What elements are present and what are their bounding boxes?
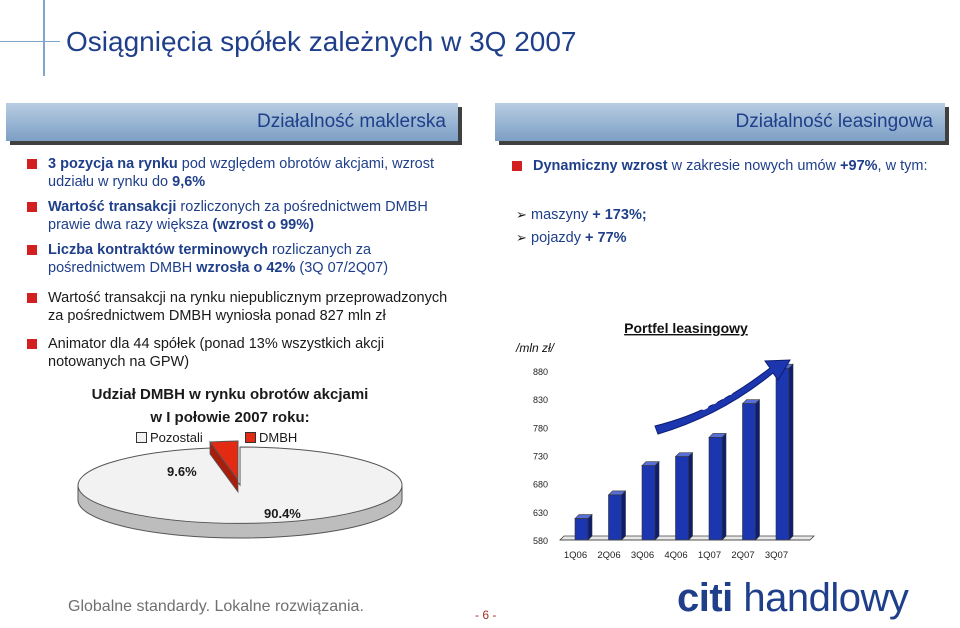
brokerage-bullet: Wartość transakcji rozliczonych za pośre… [27,198,457,234]
bullet-text-segment: Liczba kontraktów terminowych [48,242,268,258]
page-title: Osiągnięcia spółek zależnych w 3Q 2007 [66,26,577,57]
bullet-text-segment: +97% [840,158,878,174]
leasing-banner: Działalność leasingowa [495,103,945,141]
pie-slice-others [77,446,403,524]
brokerage-plain-bullet: Animator dla 44 spółek (ponad 13% wszyst… [27,335,457,371]
bullet-text-segment: wzrosła o 42% [196,260,296,276]
bullet-text-segment: 9,6% [172,174,206,190]
decorative-horizontal-line [0,41,60,42]
brokerage-bullet: Liczba kontraktów terminowych rozliczany… [27,241,457,277]
leasing-sub-item: ➢ pojazdy + 77% [516,230,647,246]
brokerage-plain-bullet: Wartość transakcji na rynku niepubliczny… [27,289,457,325]
bullet-text-segment: (wzrost o 99%) [212,217,314,233]
leasing-sub-item: ➢ maszyny + 173%; [516,207,647,223]
legend-item-dmbh: DMBH [245,430,297,445]
bullet-square-icon [27,202,37,212]
sub-item-value: + 173%; [592,207,647,223]
pie-label-others: 90.4% [264,506,301,521]
bullet-text-segment: Wartość transakcji [48,199,177,215]
brokerage-bullet-list: 3 pozycja na rynku pod względem obrotów … [27,155,457,284]
bullet-square-icon [27,245,37,255]
bullet-square-icon [27,159,37,169]
bullet-text-segment: Dynamiczny wzrost [533,158,668,174]
legend-label-others: Pozostali [150,430,203,445]
legend-swatch-others [136,432,147,443]
bullet-text: Wartość transakcji na rynku niepubliczny… [48,290,448,324]
bullet-square-icon [27,293,37,303]
brokerage-banner: Działalność maklerska [6,103,458,141]
brokerage-bullet: 3 pozycja na rynku pod względem obrotów … [27,155,457,191]
bullet-text-segment: rozliczanych za pośrednictwem DMBH [48,242,372,276]
sub-item-label: maszyny [531,207,593,223]
bullet-text-segment: , w tym: [877,158,928,174]
bullet-text-segment: 3 pozycja na rynku [48,156,178,172]
pie-chart-title: Udział DMBH w rynku obrotów akcjami w I … [91,386,369,426]
legend-item-others: Pozostali [136,430,203,445]
bullet-square-icon [512,161,522,171]
legend-swatch-dmbh [245,432,256,443]
pie-slice-dmbh [209,440,239,482]
leasing-bullet-list: Dynamiczny wzrost w zakresie nowych umów… [512,157,948,182]
leasing-bullet: Dynamiczny wzrost w zakresie nowych umów… [512,157,948,175]
leasing-sub-list: ➢ maszyny + 173%; ➢ pojazdy + 77% [516,207,647,253]
bullet-text-segment: rozliczonych za pośrednictwem DMBH prawi… [48,199,428,233]
bullet-text-segment: pod względem obrotów akcjami, wzrost udz… [48,156,435,190]
sub-item-label: pojazdy [531,230,586,246]
bullet-square-icon [27,339,37,349]
citi-handlowy-logo: citi handlowy [677,576,909,620]
arrow-bullet-icon: ➢ [516,207,527,222]
pie-label-dmbh: 9.6% [167,464,197,479]
bullet-text-segment: (3Q 07/2Q07) [295,260,389,276]
page-number: - 6 - [475,608,497,622]
sub-item-value: + 77% [585,230,627,246]
decorative-vertical-line [43,0,45,76]
brokerage-plain-bullet-list: Wartość transakcji na rynku niepubliczny… [27,289,457,381]
bullet-text-segment: w zakresie nowych umów [667,158,841,174]
arrow-bullet-icon: ➢ [516,230,527,245]
legend-label-dmbh: DMBH [259,430,298,445]
bullet-text: Animator dla 44 spółek (ponad 13% wszyst… [48,336,385,370]
footer-slogan: Globalne standardy. Lokalne rozwiązania. [68,598,364,615]
